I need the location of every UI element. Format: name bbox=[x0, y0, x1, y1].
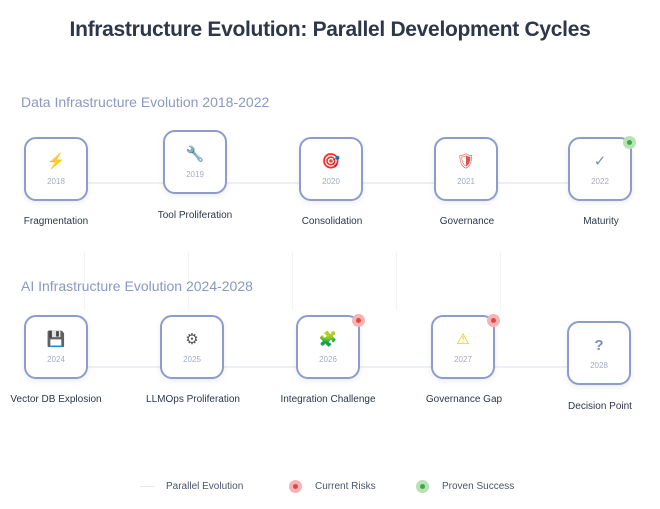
question-mark-icon: ? bbox=[594, 337, 604, 354]
node-label: Integration Challenge bbox=[280, 394, 376, 405]
legend-label: Proven Success bbox=[442, 480, 515, 492]
legend-label: Current Risks bbox=[315, 480, 376, 492]
target-icon: 🎯 bbox=[321, 153, 341, 170]
proven-success-indicator bbox=[623, 136, 636, 149]
wrench-icon: 🔧 bbox=[185, 146, 205, 163]
shield-icon: 🛡 bbox=[456, 153, 476, 170]
legend-label: Parallel Evolution bbox=[166, 480, 244, 492]
node-year: 2025 bbox=[183, 355, 201, 364]
data-node-2018[interactable]: ⚡ 2018 bbox=[24, 137, 88, 201]
ai-node-2027[interactable]: ⚠ 2027 bbox=[431, 315, 495, 379]
puzzle-piece-icon: 🧩 bbox=[318, 331, 338, 348]
data-node-2021[interactable]: 🛡 2021 bbox=[434, 137, 498, 201]
floppy-disk-icon: 💾 bbox=[46, 331, 66, 348]
node-label: Governance Gap bbox=[425, 394, 503, 405]
node-year: 2020 bbox=[322, 177, 340, 186]
legend-parallel-evolution: Parallel Evolution bbox=[140, 476, 243, 496]
legend-proven-success: Proven Success bbox=[416, 476, 514, 496]
node-year: 2026 bbox=[319, 355, 337, 364]
parallel-connector bbox=[500, 252, 501, 310]
checkmark-icon: ✓ bbox=[593, 153, 607, 170]
node-label: Maturity bbox=[583, 216, 619, 227]
gear-icon: ⚙ bbox=[185, 331, 199, 348]
node-year: 2018 bbox=[47, 177, 65, 186]
parallel-line-swatch bbox=[140, 485, 154, 487]
node-label: Vector DB Explosion bbox=[10, 394, 102, 405]
data-node-2022[interactable]: ✓ 2022 bbox=[568, 137, 632, 201]
risk-dot-icon bbox=[289, 479, 302, 493]
node-label: Governance bbox=[439, 216, 495, 227]
current-risk-indicator bbox=[487, 314, 500, 327]
page-title: Infrastructure Evolution: Parallel Devel… bbox=[69, 18, 591, 41]
ai-node-2026[interactable]: 🧩 2026 bbox=[296, 315, 360, 379]
node-year: 2028 bbox=[590, 361, 608, 370]
warning-icon: ⚠ bbox=[456, 331, 470, 348]
ai-node-2024[interactable]: 💾 2024 bbox=[24, 315, 88, 379]
legend: Parallel Evolution Current Risks Proven … bbox=[0, 476, 660, 496]
legend-current-risks: Current Risks bbox=[289, 476, 376, 496]
parallel-connector bbox=[84, 252, 85, 310]
current-risk-indicator bbox=[352, 314, 365, 327]
node-label: Fragmentation bbox=[23, 216, 89, 227]
ai-node-2025[interactable]: ⚙ 2025 bbox=[160, 315, 224, 379]
success-dot-icon bbox=[416, 479, 429, 493]
node-year: 2019 bbox=[186, 170, 204, 179]
lightning-icon: ⚡ bbox=[46, 153, 66, 170]
node-year: 2024 bbox=[47, 355, 65, 364]
node-label: Decision Point bbox=[568, 401, 632, 412]
node-label: Consolidation bbox=[301, 216, 363, 227]
ai-track-title: AI Infrastructure Evolution 2024-2028 bbox=[21, 278, 253, 294]
data-node-2019[interactable]: 🔧 2019 bbox=[163, 130, 227, 194]
data-node-2020[interactable]: 🎯 2020 bbox=[299, 137, 363, 201]
node-year: 2021 bbox=[457, 177, 475, 186]
node-label: LLMOps Proliferation bbox=[146, 394, 240, 405]
node-year: 2022 bbox=[591, 177, 609, 186]
node-label: Tool Proliferation bbox=[157, 210, 233, 221]
ai-node-2028[interactable]: ? 2028 bbox=[567, 321, 631, 385]
node-year: 2027 bbox=[454, 355, 472, 364]
parallel-connector bbox=[188, 252, 189, 310]
parallel-connector bbox=[292, 252, 293, 310]
data-track-title: Data Infrastructure Evolution 2018-2022 bbox=[21, 94, 270, 110]
parallel-connector bbox=[396, 252, 397, 310]
